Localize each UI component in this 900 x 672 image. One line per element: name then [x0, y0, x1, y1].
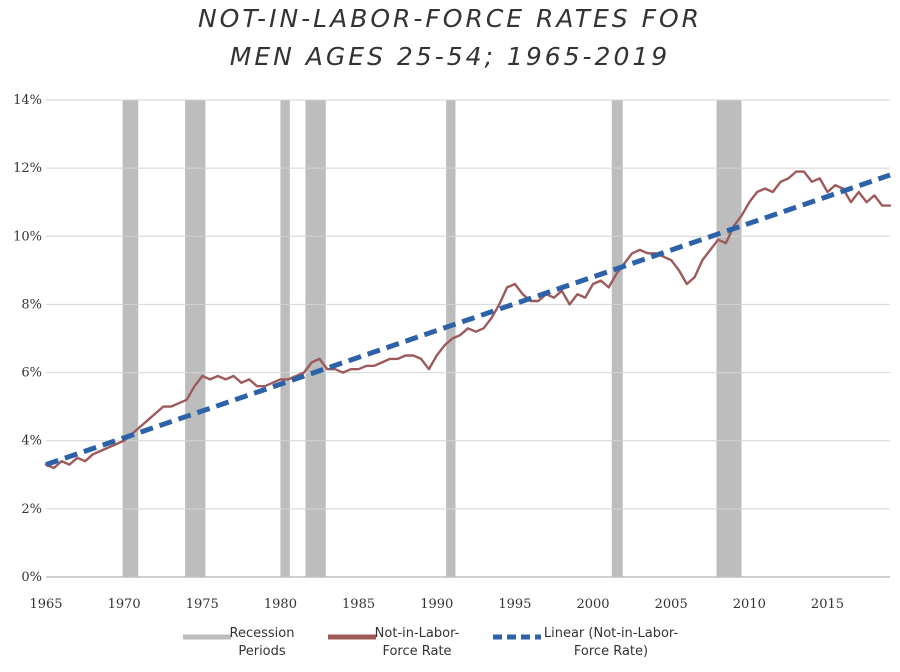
x-tick-label: 1985 — [342, 597, 375, 612]
x-axis-tick-labels: 1965 1970 1975 1980 1985 1990 1995 2000 2005 2010… — [29, 597, 844, 612]
x-tick-label: 1990 — [420, 597, 453, 612]
recession-band — [305, 100, 326, 577]
recession-band — [611, 100, 623, 577]
rate-series-line — [44, 170, 892, 470]
x-tick-label: 1995 — [498, 597, 531, 612]
legend-label: Not-in-Labor- — [375, 626, 460, 641]
x-tick-label: 1970 — [108, 597, 141, 612]
x-tick-label: 2015 — [811, 597, 844, 612]
y-tick-label: 10% — [13, 229, 42, 244]
y-tick-label: 8% — [21, 297, 42, 312]
legend-label: Periods — [238, 644, 286, 659]
legend-label: Force Rate) — [574, 644, 648, 659]
y-tick-label: 6% — [21, 366, 42, 381]
chart-title: NOT-IN-LABOR-FORCE RATES FOR MEN AGES 25… — [0, 0, 900, 76]
x-tick-label: 1965 — [29, 597, 62, 612]
recession-band — [185, 100, 206, 577]
series-lines — [44, 170, 892, 470]
x-tick-label: 2010 — [733, 597, 766, 612]
trendline-series — [45, 172, 891, 467]
grid-lines — [46, 99, 890, 578]
y-tick-label: 12% — [13, 161, 42, 176]
recession-band — [280, 100, 290, 577]
legend: Recession Periods Not-in-Labor- Force Rate L… — [183, 626, 678, 659]
x-tick-label: 2000 — [576, 597, 609, 612]
y-axis-tick-labels: 0% 2% 4% 6% 8% 10% 12% 14% — [13, 93, 42, 585]
legend-label: Recession — [230, 626, 295, 641]
chart-title-line-2: MEN AGES 25-54; 1965-2019 — [229, 42, 671, 71]
legend-label: Force Rate — [382, 644, 451, 659]
legend-label: Linear (Not-in-Labor- — [544, 626, 679, 641]
chart-title-line-1: NOT-IN-LABOR-FORCE RATES FOR — [197, 4, 703, 33]
recession-bands — [122, 100, 742, 577]
y-tick-label: 2% — [21, 502, 42, 517]
y-tick-label: 14% — [13, 93, 42, 108]
x-tick-label: 1975 — [186, 597, 219, 612]
recession-band — [122, 100, 139, 577]
y-tick-label: 0% — [21, 570, 42, 585]
x-tick-label: 1980 — [264, 597, 297, 612]
x-tick-label: 2005 — [655, 597, 688, 612]
y-tick-label: 4% — [21, 434, 42, 449]
recession-band — [716, 100, 742, 577]
